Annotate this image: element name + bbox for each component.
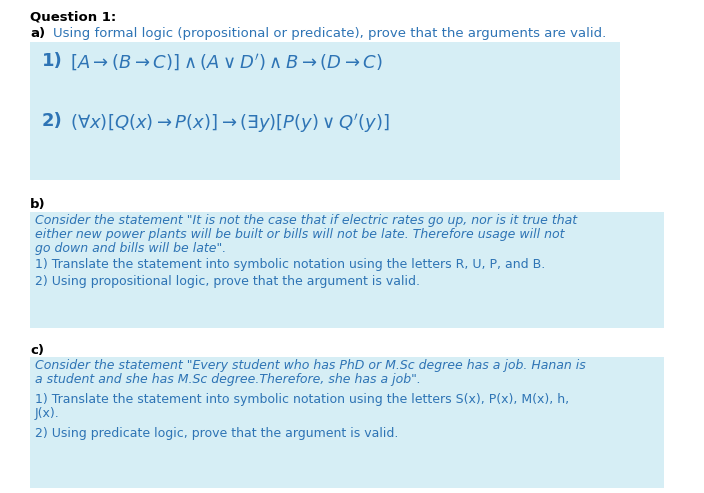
Text: either new power plants will be built or bills will not be late. Therefore usage: either new power plants will be built or… [35,228,565,241]
Text: a student and she has M.Sc degree.Therefore, she has a job".: a student and she has M.Sc degree.Theref… [35,373,421,386]
Bar [30,357,664,488]
Text: go down and bills will be late".: go down and bills will be late". [35,242,226,255]
Text: 2) Using predicate logic, prove that the argument is valid.: 2) Using predicate logic, prove that the… [35,427,398,440]
Text: Consider the statement "It is not the case that if electric rates go up, nor is : Consider the statement "It is not the ca… [35,214,577,227]
Text: $(\forall x)[Q(x) \to P(x)] \to (\exists y)[P(y) \vee Q'(y)]$: $(\forall x)[Q(x) \to P(x)] \to (\exists… [70,112,390,135]
Text: Question 1:: Question 1: [30,10,116,23]
Text: 1): 1) [42,52,63,70]
Text: J(x).: J(x). [35,407,60,420]
Text: 1) Translate the statement into symbolic notation using the letters S(x), P(x), : 1) Translate the statement into symbolic… [35,393,569,406]
Bar [30,212,664,328]
Text: Using formal logic (propositional or predicate), prove that the arguments are va: Using formal logic (propositional or pre… [53,27,606,40]
Text: c): c) [30,344,44,357]
Text: a): a) [30,27,45,40]
Text: $[A \to (B \to C)] \wedge (A \vee D') \wedge B \to (D \to C)$: $[A \to (B \to C)] \wedge (A \vee D') \w… [70,52,383,72]
Text: b): b) [30,198,46,211]
Text: Consider the statement "Every student who has PhD or M.Sc degree has a job. Hana: Consider the statement "Every student wh… [35,359,586,372]
Text: 2): 2) [42,112,63,130]
Text: 1) Translate the statement into symbolic notation using the letters R, U, P, and: 1) Translate the statement into symbolic… [35,258,546,271]
Bar [30,42,620,180]
Text: 2) Using propositional logic, prove that the argument is valid.: 2) Using propositional logic, prove that… [35,275,420,288]
